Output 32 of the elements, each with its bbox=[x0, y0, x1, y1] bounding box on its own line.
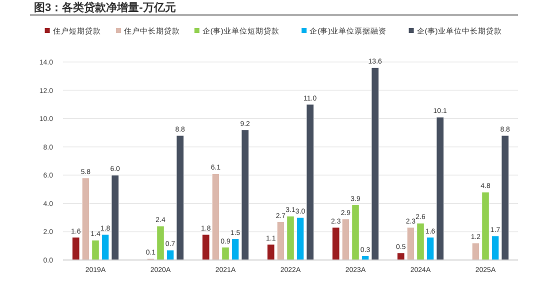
bar bbox=[222, 247, 230, 260]
bar bbox=[82, 178, 90, 260]
bar bbox=[102, 234, 110, 260]
bar bbox=[202, 234, 210, 260]
bar bbox=[306, 104, 314, 260]
bar bbox=[92, 240, 100, 260]
bar bbox=[267, 244, 275, 260]
bar bbox=[342, 218, 350, 260]
bar bbox=[416, 223, 424, 260]
bar bbox=[241, 130, 249, 260]
bar bbox=[482, 192, 490, 260]
bar bbox=[332, 227, 340, 260]
bar bbox=[232, 238, 240, 260]
title: 图3：各类贷款净增量-万亿元 bbox=[34, 2, 176, 14]
bar bbox=[72, 237, 80, 260]
bar bbox=[156, 226, 164, 260]
bar bbox=[111, 174, 119, 260]
bar bbox=[276, 222, 284, 260]
bar bbox=[212, 174, 220, 260]
bar bbox=[492, 236, 500, 260]
bar bbox=[397, 252, 405, 260]
bar bbox=[371, 67, 379, 260]
bar bbox=[176, 135, 184, 260]
bar bbox=[296, 217, 304, 260]
bar bbox=[436, 116, 444, 260]
bar bbox=[501, 135, 509, 260]
bar bbox=[472, 242, 480, 260]
bar bbox=[406, 227, 414, 260]
bar bbox=[166, 250, 174, 260]
bar bbox=[352, 204, 360, 260]
bar bbox=[426, 237, 434, 260]
bar bbox=[286, 216, 294, 260]
